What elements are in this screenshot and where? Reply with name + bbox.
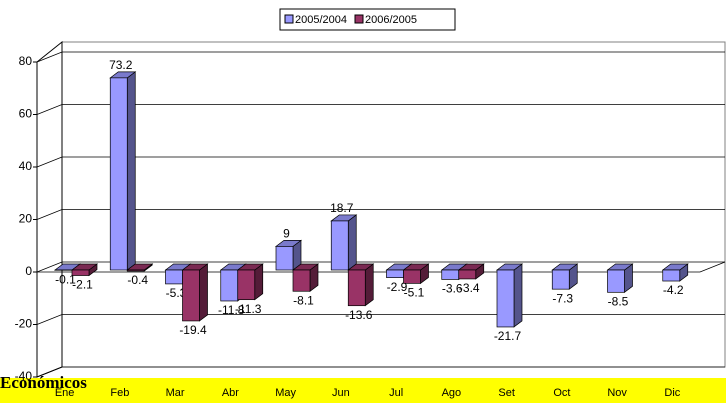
grid-line bbox=[36, 51, 725, 63]
y-tick-label: 20 bbox=[19, 212, 33, 226]
bar-side bbox=[126, 71, 136, 271]
bar bbox=[661, 263, 689, 282]
x-tick-label: Nov bbox=[607, 387, 627, 399]
legend-swatch bbox=[354, 14, 364, 24]
grid-line bbox=[36, 104, 725, 115]
x-tick-label: Oct bbox=[553, 387, 570, 399]
bar bbox=[274, 239, 303, 271]
bar bbox=[330, 214, 358, 271]
value-label: -0.4 bbox=[127, 273, 148, 287]
bar bbox=[606, 263, 634, 294]
bar-front bbox=[165, 269, 183, 285]
value-label: -8.1 bbox=[293, 293, 314, 307]
side-wall bbox=[36, 40, 63, 378]
y-tick-label: 0 bbox=[25, 264, 32, 278]
bar-front bbox=[292, 269, 311, 292]
bar bbox=[495, 263, 524, 328]
value-label: -4.2 bbox=[663, 283, 684, 297]
bar-side bbox=[513, 263, 523, 328]
y-tick-label: 60 bbox=[19, 107, 33, 121]
value-label: 73.2 bbox=[109, 58, 133, 72]
x-tick-label: Feb bbox=[110, 387, 129, 399]
y-tick-label: 40 bbox=[19, 159, 33, 173]
grid-line bbox=[36, 209, 725, 220]
bar-front bbox=[347, 269, 366, 307]
legend-box bbox=[279, 8, 456, 31]
x-tick-label: Abr bbox=[222, 387, 239, 399]
bar bbox=[70, 263, 99, 277]
value-label: -21.7 bbox=[494, 329, 522, 343]
value-label: -7.3 bbox=[552, 291, 573, 305]
legend: 2005/2004 2006/2005 bbox=[279, 8, 456, 31]
x-tick-label: Mar bbox=[166, 387, 185, 399]
bar-side bbox=[199, 263, 208, 322]
bar-front bbox=[109, 77, 128, 271]
value-label: -5.1 bbox=[404, 286, 425, 300]
bar-front bbox=[330, 220, 349, 271]
y-tick-label: -40 bbox=[15, 369, 33, 383]
x-tick-label: Jun bbox=[332, 387, 350, 399]
grid-line bbox=[36, 261, 725, 273]
value-label: -11.3 bbox=[235, 302, 262, 316]
value-label: -3.6 bbox=[442, 282, 463, 296]
bar bbox=[402, 263, 430, 285]
value-label: -11.8 bbox=[218, 303, 245, 317]
legend-label: 2005/2004 bbox=[295, 14, 347, 26]
bar bbox=[347, 263, 375, 307]
bar-front bbox=[126, 269, 145, 272]
bar-front bbox=[551, 269, 570, 290]
y-tick-label: 80 bbox=[19, 54, 33, 68]
bar bbox=[109, 71, 137, 271]
grid-line bbox=[36, 366, 725, 378]
x-tick-label: Ene bbox=[55, 387, 75, 399]
bar bbox=[551, 263, 579, 290]
value-label: -3.4 bbox=[459, 281, 480, 295]
bar-front bbox=[182, 269, 200, 322]
footer-band bbox=[0, 378, 726, 403]
x-tick-label: Dic bbox=[664, 387, 680, 399]
bar-front bbox=[403, 269, 421, 284]
bar bbox=[126, 263, 154, 272]
x-tick-label: Set bbox=[498, 387, 515, 399]
value-label: -0.1 bbox=[55, 272, 76, 286]
bar-front bbox=[458, 269, 477, 280]
bar-front bbox=[237, 269, 256, 301]
bar-front bbox=[71, 269, 90, 276]
back-wall bbox=[61, 41, 726, 368]
bar bbox=[457, 263, 485, 280]
x-tick-label: May bbox=[275, 387, 296, 399]
annotation: Económicos bbox=[0, 373, 87, 392]
value-label: -19.4 bbox=[179, 323, 207, 337]
bar bbox=[291, 263, 320, 292]
value-label: 9 bbox=[283, 227, 290, 241]
bar bbox=[181, 263, 209, 322]
value-label: -13.6 bbox=[345, 308, 373, 322]
bar-front bbox=[607, 269, 625, 293]
bar-front bbox=[441, 269, 460, 280]
value-label: -2.1 bbox=[72, 278, 93, 292]
grid-line bbox=[36, 156, 725, 168]
y-tick-label: -20 bbox=[15, 317, 33, 331]
bar-front bbox=[662, 269, 681, 282]
x-tick-label: Ago bbox=[442, 387, 462, 399]
legend-label: 2006/2005 bbox=[365, 14, 417, 26]
value-label: -2.9 bbox=[387, 280, 408, 294]
legend-swatch bbox=[284, 14, 294, 24]
value-label: -5.3 bbox=[166, 286, 187, 300]
value-label: -8.5 bbox=[608, 294, 629, 308]
bar-front bbox=[386, 269, 404, 278]
bar-front bbox=[275, 246, 294, 271]
x-tick-label: Jul bbox=[389, 387, 403, 399]
bar-side bbox=[364, 263, 374, 307]
bar-front bbox=[496, 269, 515, 328]
value-label: 18.7 bbox=[330, 201, 354, 215]
bar bbox=[236, 263, 264, 301]
bar-side bbox=[347, 214, 357, 271]
bar-front bbox=[220, 269, 239, 302]
